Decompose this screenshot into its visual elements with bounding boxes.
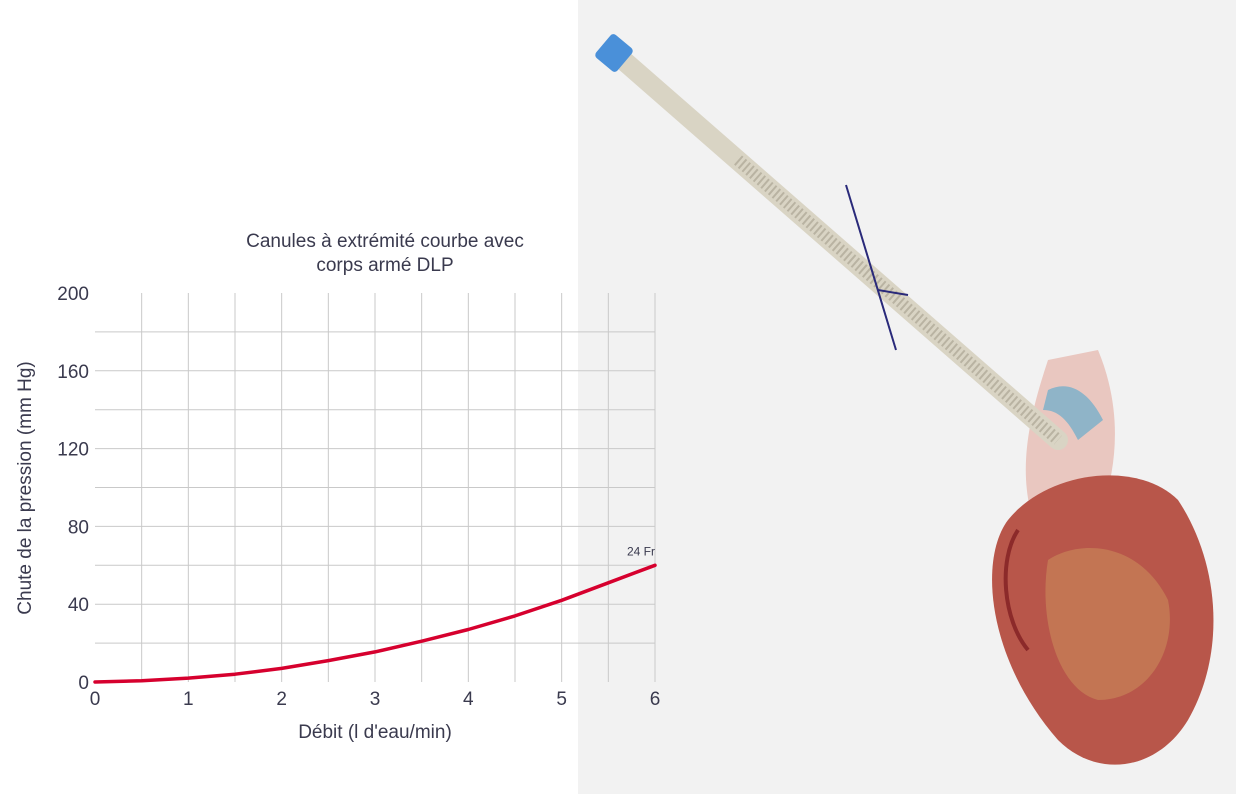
coronary-artery-shape — [1003, 528, 1030, 652]
x-tick-label: 2 — [276, 689, 287, 710]
x-tick-label: 6 — [650, 689, 661, 710]
suture-tie-shape — [877, 289, 909, 296]
cannula-heart-illustration — [595, 34, 1214, 765]
x-tick-label: 1 — [183, 689, 194, 710]
x-tick-label: 4 — [463, 689, 474, 710]
chart-title-line-2: corps armé DLP — [316, 255, 453, 276]
series-label-24fr: 24 Fr — [627, 544, 655, 558]
chart-title-line-1: Canules à extrémité courbe avec — [246, 231, 524, 252]
vena-cava-shape — [1043, 386, 1103, 440]
cannula-heart-photo — [578, 0, 1236, 794]
y-tick-label: 200 — [57, 284, 89, 305]
cannula-reinforcement-shape — [734, 155, 1062, 445]
y-tick-label: 40 — [68, 595, 89, 616]
y-axis-label: Chute de la pression (mm Hg) — [15, 361, 36, 614]
x-axis-label: Débit (l d'eau/min) — [298, 722, 452, 743]
series-line-24fr — [93, 563, 657, 684]
x-tick-label: 5 — [556, 689, 567, 710]
y-tick-label: 160 — [57, 362, 89, 383]
x-tick-label: 3 — [370, 689, 381, 710]
x-tick-label: 0 — [90, 689, 101, 710]
chart-grid — [95, 293, 656, 682]
pressure-drop-chart: Canules à extrémité courbe avec corps ar… — [15, 231, 660, 743]
heart-fat-shape — [1045, 548, 1170, 700]
y-tick-label: 120 — [57, 440, 89, 461]
suture-shape — [845, 184, 897, 351]
y-tick-label: 80 — [68, 517, 89, 538]
cannula-connector-shape — [595, 34, 633, 72]
chart-ticks: 0 1 2 3 4 5 6 0 40 80 120 160 200 — [57, 284, 660, 710]
y-tick-label: 0 — [78, 673, 89, 694]
